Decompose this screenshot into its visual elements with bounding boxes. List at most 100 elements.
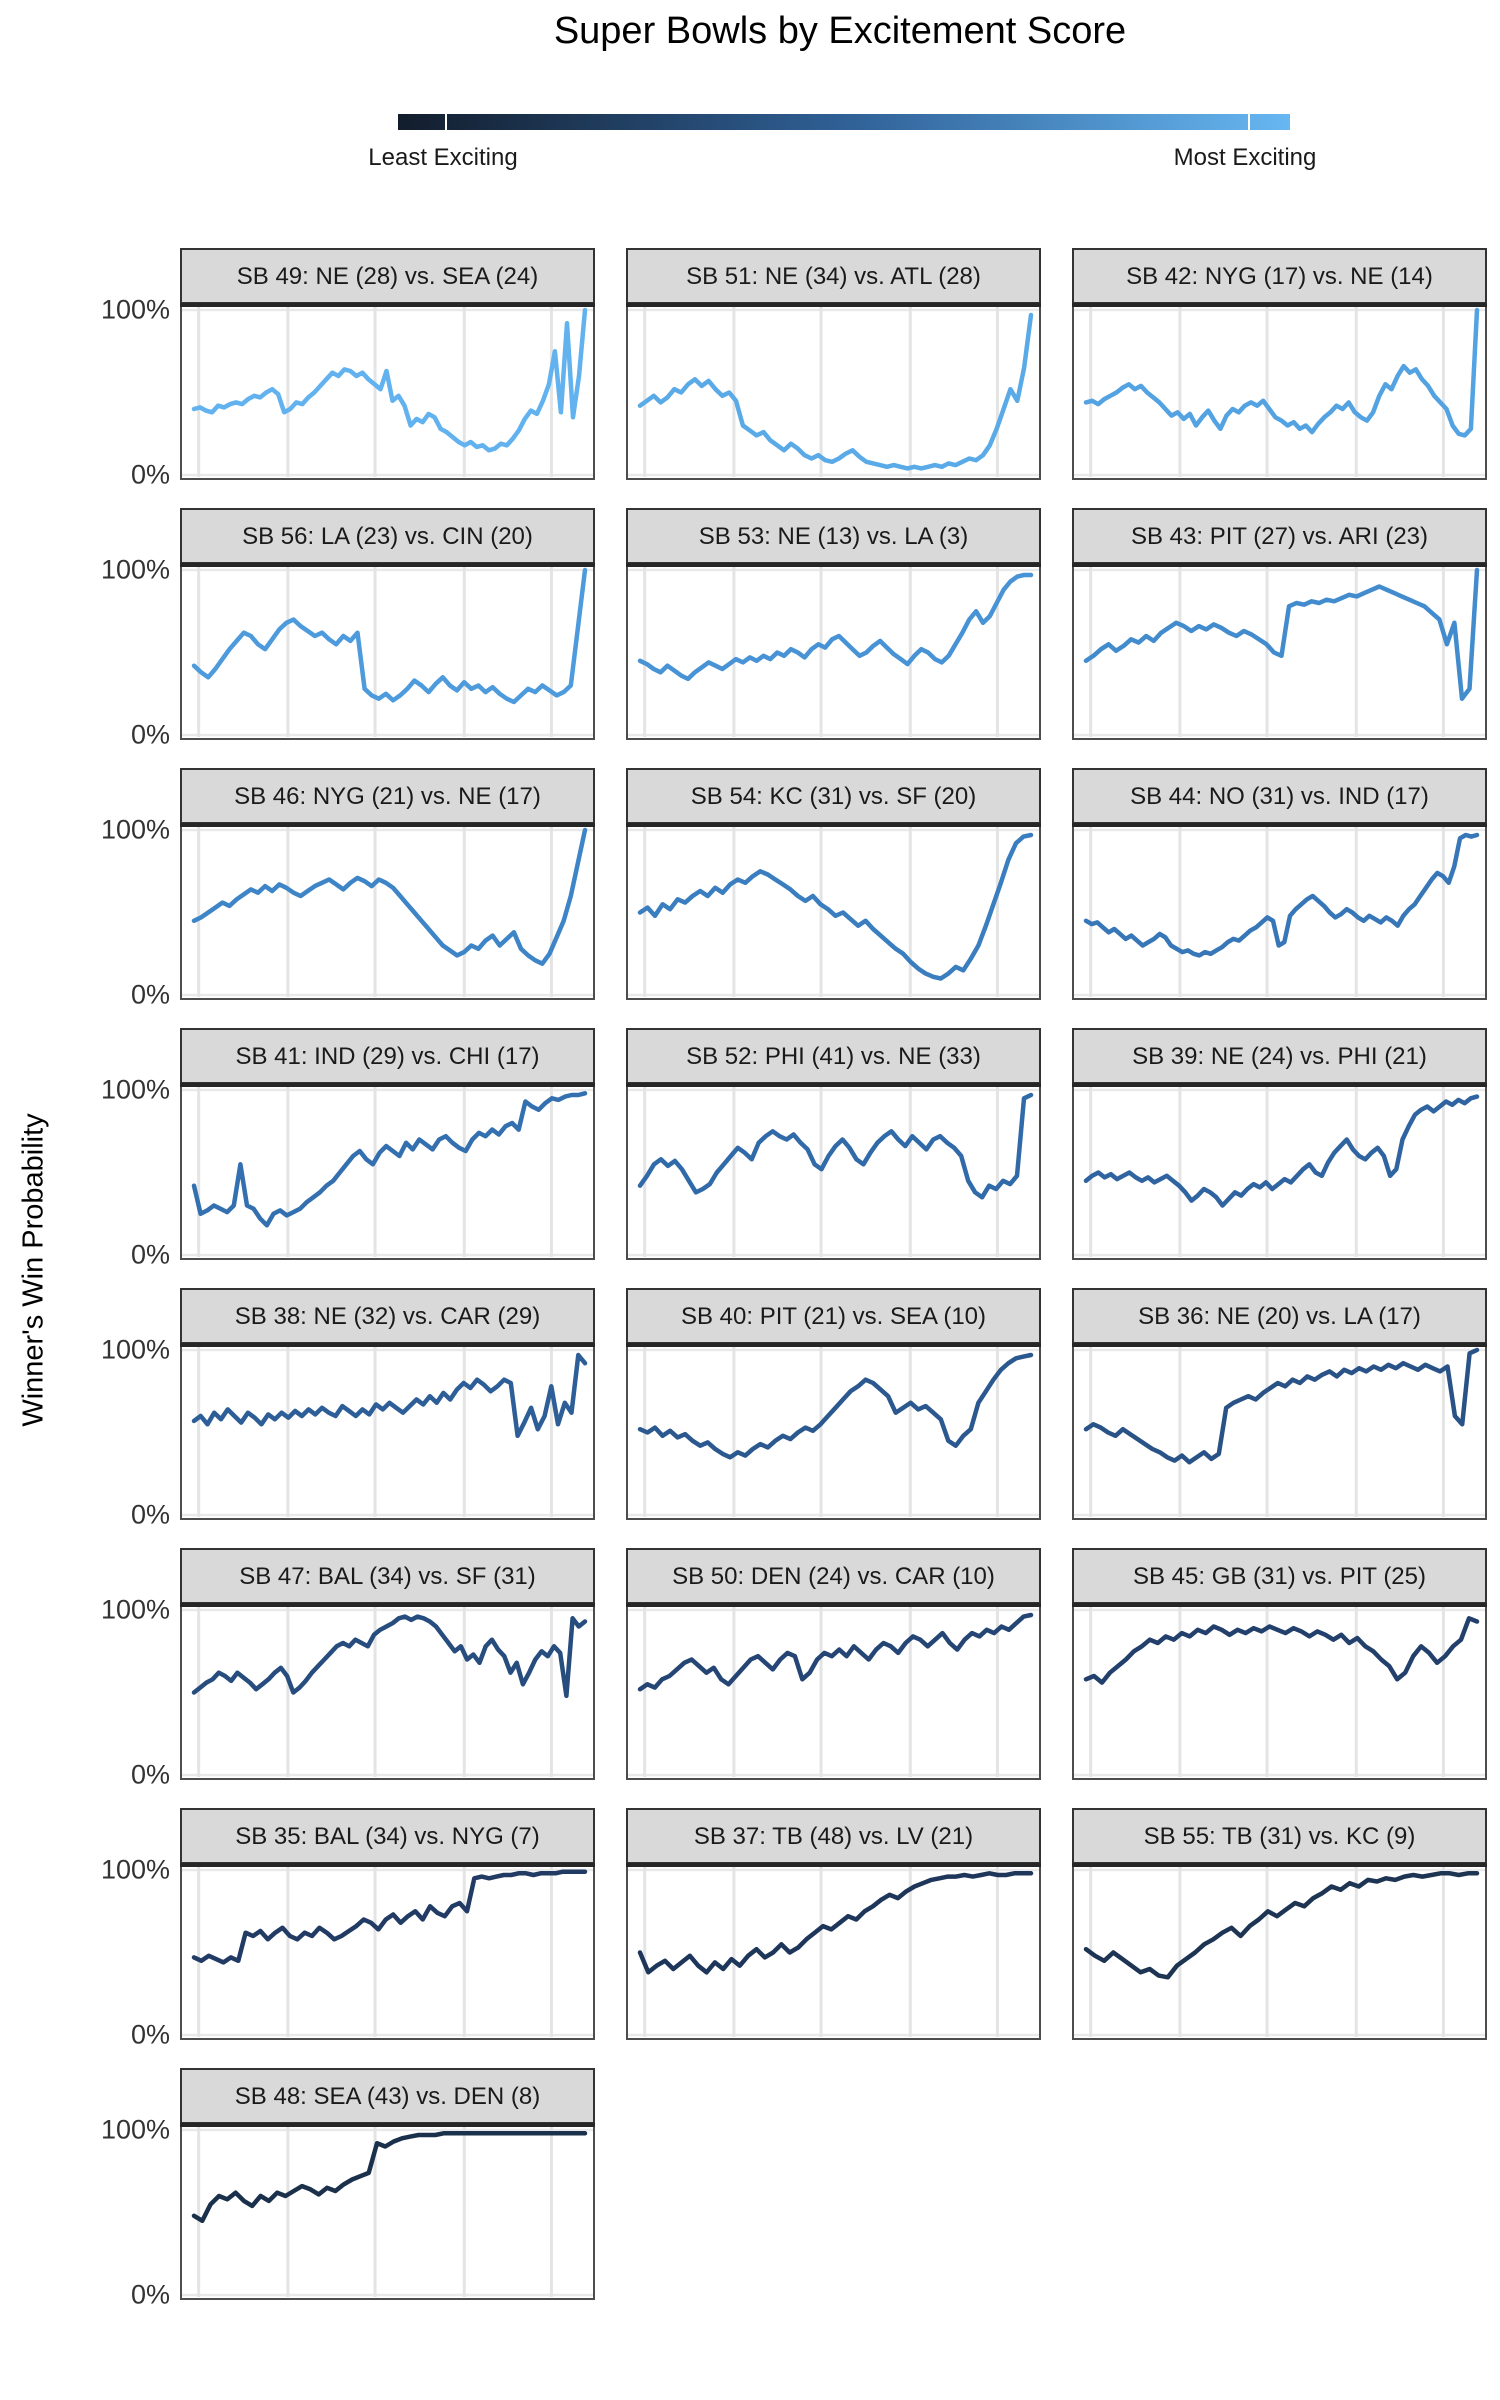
win-prob-line [637,312,1034,471]
figure-title: Super Bowls by Excitement Score [553,10,1127,52]
win-prob-line [1083,1094,1480,1208]
facet-panel: SB 40: PIT (21) vs. SEA (10) [626,1288,1041,1525]
win-prob-line [637,1352,1034,1460]
panel-title: SB 53: NE (13) vs. LA (3) [699,523,968,550]
panel-strip [1072,508,1487,564]
facet-panel: SB 56: LA (23) vs. CIN (20) [180,508,595,745]
y-tick-label-100: 100% [100,1594,170,1625]
facet-panel: SB 48: SEA (43) vs. DEN (8) [180,2068,595,2305]
y-tick-label-100: 100% [100,554,170,585]
panel-title: SB 41: IND (29) vs. CHI (17) [235,1043,539,1070]
colorbar-tick-right [1248,114,1251,130]
facet-panel: SB 41: IND (29) vs. CHI (17) [180,1028,595,1265]
panel-title: SB 51: NE (34) vs. ATL (28) [686,263,981,290]
win-prob-line [191,1614,588,1699]
panel-title: SB 47: BAL (34) vs. SF (31) [239,1563,536,1590]
panel-strip [180,508,595,564]
win-prob-line [1083,832,1480,958]
panel-title: SB 44: NO (31) vs. IND (17) [1130,783,1429,810]
win-prob-line [191,1091,588,1228]
y-tick-label-0: 0% [130,1759,170,1790]
panel-strip [1072,248,1487,304]
panel-strip [180,248,595,304]
panel-title: SB 52: PHI (41) vs. NE (33) [686,1043,981,1070]
panel-strip [626,1808,1041,1864]
facet-panel: SB 45: GB (31) vs. PIT (25) [1072,1548,1487,1785]
panel-title: SB 45: GB (31) vs. PIT (25) [1133,1563,1426,1590]
facet-panel: SB 55: TB (31) vs. KC (9) [1072,1808,1487,2045]
plot-area [626,1083,1041,1260]
y-tick-label-100: 100% [100,1854,170,1885]
panel-title: SB 56: LA (23) vs. CIN (20) [242,523,533,550]
panel-title: SB 54: KC (31) vs. SF (20) [691,783,976,810]
win-prob-line [1083,1347,1480,1465]
plot-area [1072,303,1487,480]
win-prob-line [191,827,588,966]
facet-panel: SB 39: NE (24) vs. PHI (21) [1072,1028,1487,1265]
panel-title: SB 40: PIT (21) vs. SEA (10) [681,1303,986,1330]
panel-title: SB 36: NE (20) vs. LA (17) [1138,1303,1421,1330]
colorbar-tick-left [445,114,448,130]
colorbar-label-least-exciting: Least Exciting [368,144,518,171]
plot-area [180,1863,595,2040]
y-tick-label-100: 100% [100,1074,170,1105]
plot-area [626,563,1041,740]
plot-area [1072,563,1487,740]
win-prob-line [191,2131,588,2224]
facet-panel: SB 44: NO (31) vs. IND (17) [1072,768,1487,1005]
panel-strip [626,1288,1041,1344]
plot-area [626,1603,1041,1780]
panel-title: SB 35: BAL (34) vs. NYG (7) [235,1823,540,1850]
win-prob-line [1083,567,1480,701]
panel-strip [626,1028,1041,1084]
plot-area [626,1863,1041,2040]
plot-area [180,1083,595,1260]
facet-panel: SB 50: DEN (24) vs. CAR (10) [626,1548,1041,1785]
panel-title: SB 46: NYG (21) vs. NE (17) [234,783,541,810]
plot-area [1072,823,1487,1000]
win-prob-line [637,1092,1034,1200]
panel-strip [1072,768,1487,824]
panel-strip [180,1288,595,1344]
plot-area [180,563,595,740]
win-prob-line [191,567,588,705]
win-prob-line [1083,1616,1480,1685]
y-tick-label-100: 100% [100,2114,170,2145]
panel-title: SB 48: SEA (43) vs. DEN (8) [235,2083,540,2110]
y-tick-label-100: 100% [100,814,170,845]
panel-title: SB 39: NE (24) vs. PHI (21) [1132,1043,1427,1070]
facet-panel: SB 43: PIT (27) vs. ARI (23) [1072,508,1487,745]
plot-area [1072,1603,1487,1780]
y-tick-label-0: 0% [130,719,170,750]
panel-title: SB 55: TB (31) vs. KC (9) [1144,1823,1416,1850]
panel-strip [180,2068,595,2124]
plot-area [180,303,595,480]
win-prob-line [637,1871,1034,1975]
win-prob-line [191,1352,588,1439]
panel-title: SB 49: NE (28) vs. SEA (24) [237,263,538,290]
plot-area [626,1343,1041,1520]
panel-title: SB 43: PIT (27) vs. ARI (23) [1131,523,1428,550]
win-prob-line [637,1612,1034,1692]
panel-title: SB 38: NE (32) vs. CAR (29) [235,1303,540,1330]
win-prob-line [637,832,1034,981]
plot-area [626,303,1041,480]
colorbar-label-most-exciting: Most Exciting [1173,144,1317,171]
win-prob-line [191,1869,588,1965]
y-tick-label-100: 100% [100,294,170,325]
plot-area [180,1603,595,1780]
panel-strip [626,1548,1041,1604]
plot-area [180,1343,595,1520]
panel-strip [1072,1808,1487,1864]
plot-area [1072,1863,1487,2040]
facet-panel: SB 46: NYG (21) vs. NE (17) [180,768,595,1005]
y-tick-label-100: 100% [100,1334,170,1365]
plot-area [1072,1343,1487,1520]
plot-area [180,823,595,1000]
facet-panel: SB 52: PHI (41) vs. NE (33) [626,1028,1041,1265]
facet-panel: SB 47: BAL (34) vs. SF (31) [180,1548,595,1785]
excitement-colorbar [398,114,1290,130]
y-tick-label-0: 0% [130,2019,170,2050]
facet-panel: SB 38: NE (32) vs. CAR (29) [180,1288,595,1525]
